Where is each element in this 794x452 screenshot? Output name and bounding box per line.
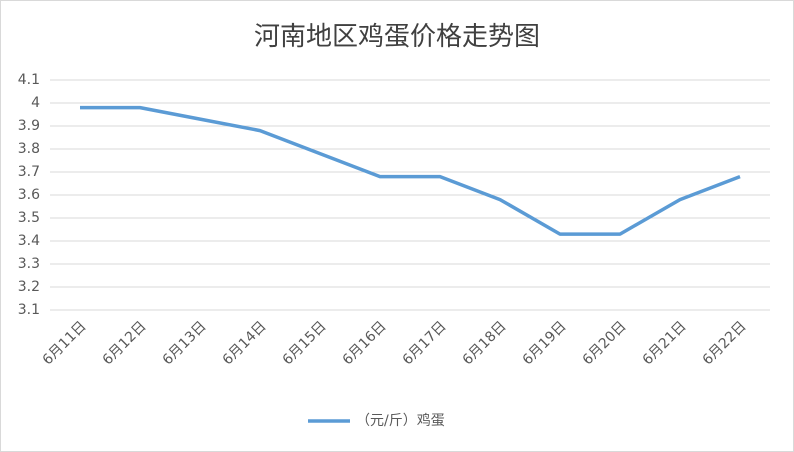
y-tick-label: 3.4 [18,233,40,249]
y-tick-label: 3.3 [18,256,40,272]
y-tick-label: 3.1 [18,302,40,318]
y-tick-label: 4.1 [18,72,40,88]
y-tick-label: 3.6 [18,187,40,203]
y-tick-label: 3.9 [18,118,40,134]
chart-title: 河南地区鸡蛋价格走势图 [254,22,540,52]
y-tick-label: 3.8 [18,141,40,157]
y-tick-label: 4 [31,95,40,111]
y-tick-label: 3.7 [18,164,40,180]
y-tick-label: 3.5 [18,210,40,226]
legend-label: （元/斤）鸡蛋 [356,412,445,429]
line-series [80,105,741,236]
y-tick-label: 3.2 [18,279,40,295]
